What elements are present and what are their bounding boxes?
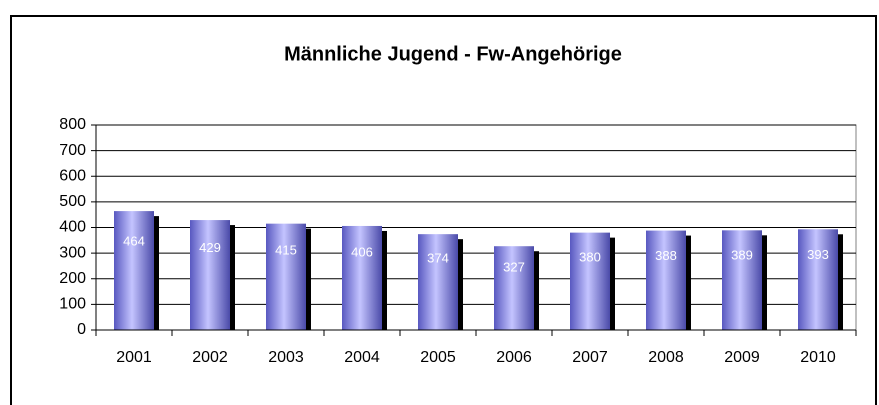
x-tick-label: 2006	[496, 349, 532, 366]
chart-title: Männliche Jugend - Fw-Angehörige	[284, 43, 622, 65]
x-tick-label: 2003	[268, 349, 304, 366]
x-tick-label: 2010	[800, 349, 836, 366]
bar	[190, 220, 230, 330]
x-tick-label: 2004	[344, 349, 380, 366]
bar	[570, 232, 610, 330]
bar	[646, 230, 686, 330]
x-tick-label: 2001	[116, 349, 152, 366]
value-label: 415	[275, 243, 297, 258]
x-tick-label: 2005	[420, 349, 456, 366]
value-label: 380	[579, 249, 601, 264]
value-label: 464	[123, 233, 145, 248]
value-label: 374	[427, 251, 449, 266]
x-tick-label: 2008	[648, 349, 684, 366]
bar	[266, 223, 306, 330]
bar	[342, 225, 382, 330]
value-label: 429	[199, 240, 221, 255]
bar	[114, 211, 154, 330]
value-label: 393	[807, 247, 829, 262]
bar	[722, 230, 762, 330]
y-tick-label: 200	[59, 270, 86, 287]
value-label: 389	[731, 248, 753, 263]
value-label: 406	[351, 244, 373, 259]
value-label: 327	[503, 259, 525, 274]
chart-border	[10, 15, 877, 405]
bar	[798, 229, 838, 330]
y-tick-label: 800	[59, 116, 86, 133]
y-tick-label: 100	[59, 296, 86, 313]
y-tick-label: 0	[77, 321, 86, 338]
x-tick-label: 2009	[724, 349, 760, 366]
y-tick-label: 500	[59, 193, 86, 210]
x-tick-label: 2002	[192, 349, 228, 366]
bar	[494, 246, 534, 330]
bar	[418, 234, 458, 330]
x-tick-label: 2007	[572, 349, 608, 366]
y-tick-label: 600	[59, 167, 86, 184]
y-tick-label: 400	[59, 219, 86, 236]
value-label: 388	[655, 248, 677, 263]
y-tick-label: 300	[59, 244, 86, 261]
y-tick-label: 700	[59, 142, 86, 159]
